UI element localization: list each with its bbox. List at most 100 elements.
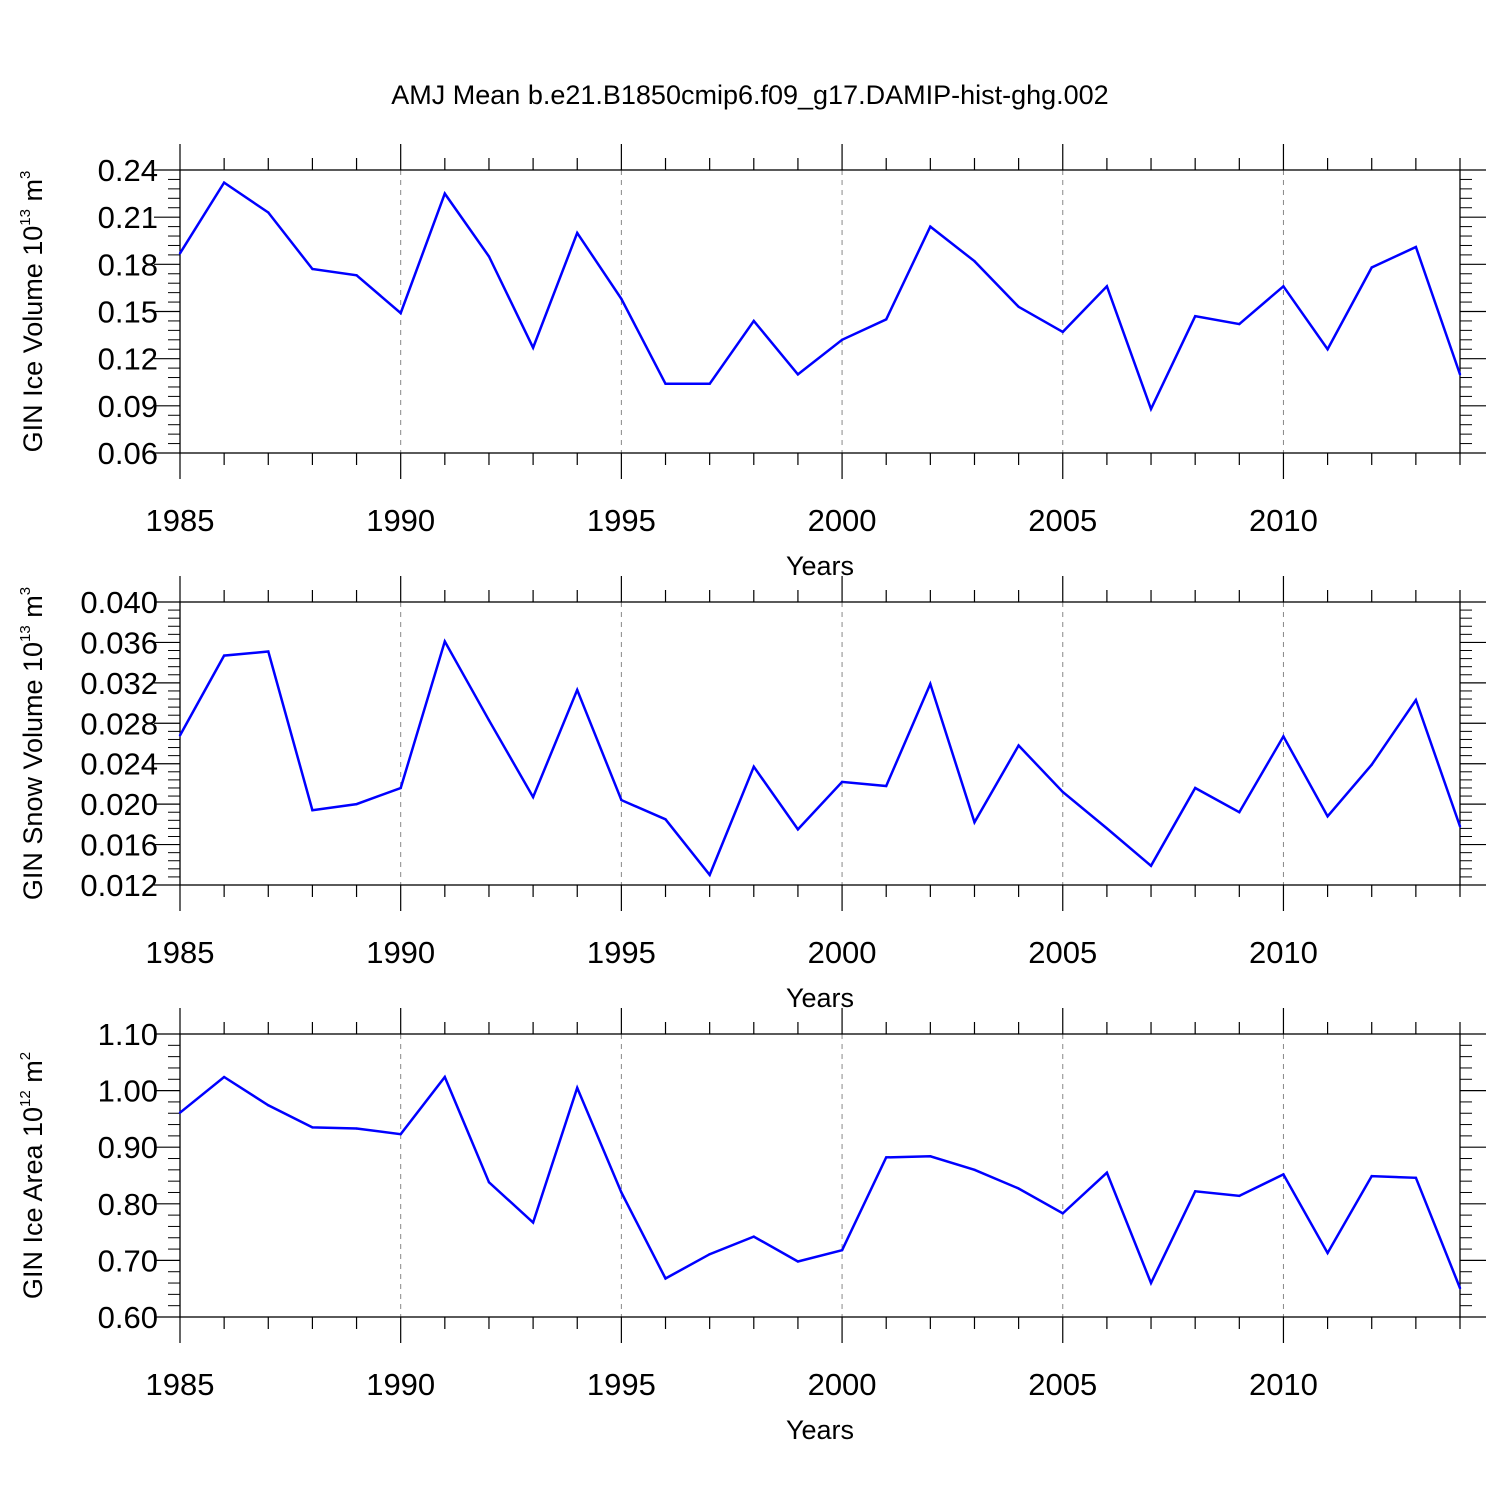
data-point [929, 1155, 932, 1158]
y-axis-title: GIN Snow Volume 1013 m3 [17, 587, 48, 900]
x-tick-label: 2005 [1028, 1367, 1097, 1402]
data-point [1105, 827, 1109, 830]
x-tick-label: 1995 [587, 503, 656, 538]
data-point [222, 181, 226, 184]
data-point [178, 734, 182, 737]
y-axis-title: GIN Ice Area 1012 m2 [17, 1052, 48, 1299]
data-point [576, 231, 579, 235]
data-point [1414, 1176, 1418, 1179]
x-tick-label: 1990 [366, 935, 435, 970]
x-tick-label: 2005 [1028, 503, 1097, 538]
x-axis-title: Years [786, 983, 854, 1013]
data-point [1326, 815, 1329, 818]
data-point [664, 1277, 667, 1280]
x-tick-label: 1985 [146, 503, 215, 538]
panel-3: 0.60 0.70 0.80 0.90 1.00 1.10 1985 1990 1995 2000… [17, 1008, 1486, 1445]
x-tick-label: 2010 [1249, 935, 1318, 970]
data-point [796, 373, 800, 376]
data-point [1282, 1173, 1285, 1176]
y-tick-label: 0.15 [98, 295, 158, 330]
data-point [443, 1075, 447, 1079]
data-point [840, 338, 844, 341]
x-tick-label: 1995 [587, 935, 656, 970]
data-point [1105, 1171, 1109, 1174]
y-axis-title: GIN Ice Volume 1013 m3 [17, 171, 48, 453]
data-point [752, 319, 755, 323]
data-point [311, 267, 314, 271]
y-tick-label: 0.016 [80, 828, 158, 863]
y-tick-label: 0.24 [98, 153, 158, 188]
data-point [796, 828, 800, 831]
data-point [929, 225, 932, 228]
data-point [443, 192, 447, 195]
data-point [487, 1181, 491, 1184]
data-point [1326, 348, 1329, 351]
data-point [929, 682, 932, 686]
x-tick-label: 1995 [587, 1367, 656, 1402]
data-point [1238, 1194, 1241, 1198]
x-tick-label: 1985 [146, 935, 215, 970]
data-point [973, 821, 976, 824]
y-tick-label: 0.024 [80, 747, 158, 782]
data-point [1238, 322, 1241, 326]
x-axis-title: Years [786, 551, 854, 581]
data-point [399, 311, 402, 315]
data-point [531, 346, 535, 349]
panel-2: 0.012 0.016 0.020 0.024 0.028 0.032 0.036 0.040… [17, 576, 1486, 1013]
data-point [531, 1221, 535, 1224]
data-point [1149, 864, 1153, 867]
x-tick-label: 2000 [808, 1367, 877, 1402]
x-tick-label: 1990 [366, 503, 435, 538]
panel-1: 0.06 0.09 0.12 0.15 0.18 0.21 0.24 1985 1990 1995… [17, 144, 1486, 581]
data-point [840, 780, 844, 784]
data-point [531, 795, 535, 799]
data-point [1458, 825, 1462, 828]
data-point [1193, 786, 1197, 790]
y-tick-label: 0.032 [80, 666, 158, 701]
data-point [1458, 373, 1462, 376]
plot-frame [179, 1033, 1461, 1318]
series-line [178, 180, 1462, 413]
data-point [222, 654, 226, 657]
data-point [1149, 1281, 1153, 1285]
x-tick-label: 1990 [366, 1367, 435, 1402]
data-point [620, 297, 623, 301]
plot-frame [179, 601, 1461, 886]
data-point [355, 802, 358, 806]
data-point [885, 784, 888, 788]
y-tick-label: 0.70 [98, 1243, 158, 1278]
x-tick-label: 2005 [1028, 935, 1097, 970]
data-point [752, 1235, 755, 1238]
data-point [620, 1191, 623, 1194]
y-tick-label: 0.60 [98, 1300, 158, 1335]
data-point [973, 1168, 976, 1172]
y-tick-label: 0.12 [98, 342, 158, 377]
y-tick-label: 0.028 [80, 706, 158, 741]
data-point [487, 719, 491, 722]
data-point [267, 650, 270, 653]
series-line [179, 1074, 1462, 1289]
x-tick-label: 2000 [808, 503, 877, 538]
data-point [487, 255, 491, 258]
data-point [355, 1127, 358, 1130]
data-point [399, 786, 402, 790]
plot-frame [179, 169, 1461, 454]
data-point [885, 1156, 888, 1159]
data-point [885, 318, 888, 321]
data-point [1326, 1251, 1329, 1255]
data-point [1017, 305, 1020, 308]
data-point [443, 640, 447, 643]
page-title: AMJ Mean b.e21.B1850cmip6.f09_g17.DAMIP-… [391, 80, 1109, 110]
data-point [708, 1252, 711, 1256]
data-point [267, 211, 270, 214]
data-point [708, 382, 711, 386]
series-line [178, 638, 1462, 878]
data-point [267, 1104, 270, 1107]
data-point [1282, 735, 1285, 738]
data-point [1193, 1190, 1197, 1193]
data-point [1238, 811, 1241, 814]
y-tick-label: 0.020 [80, 787, 158, 822]
data-point [1370, 1174, 1373, 1178]
data-point [1370, 763, 1373, 766]
y-tick-label: 1.00 [98, 1074, 158, 1109]
